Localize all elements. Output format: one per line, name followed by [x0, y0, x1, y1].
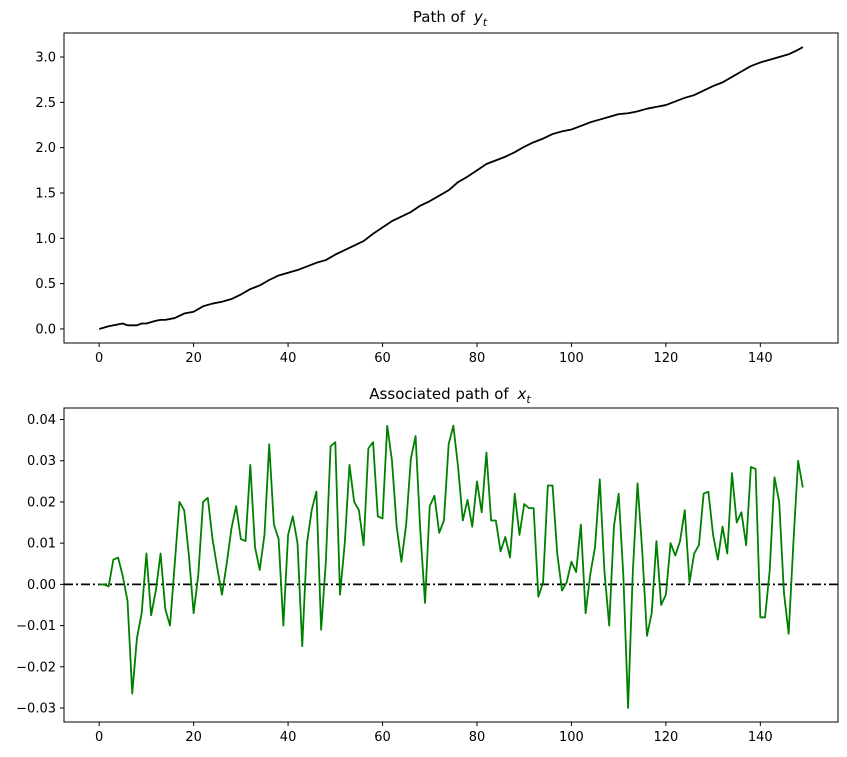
bottom-series-line [99, 424, 804, 709]
bottom-x-tick-label: 60 [374, 730, 391, 745]
bottom-x-tick-label: 120 [653, 730, 678, 745]
top-y-tick-label: 3.0 [35, 51, 56, 66]
top-x-tick-label: 40 [280, 351, 297, 366]
bottom-x-tick-label: 80 [469, 730, 486, 745]
top-chart-title-symbol: y [473, 8, 484, 26]
top-y-tick-label: 1.5 [35, 186, 56, 201]
top-y-tick-label: 2.5 [35, 96, 56, 111]
bottom-chart-title: Associated path of xt [369, 385, 531, 406]
bottom-y-tick-label: −0.02 [16, 660, 56, 675]
top-axes-frame [63, 32, 839, 344]
top-series-line [98, 46, 804, 330]
top-x-tick-label: 0 [95, 351, 103, 366]
top-x-tick-label: 80 [469, 351, 486, 366]
bottom-x-tick-label: 0 [95, 730, 103, 745]
bottom-y-tick-label: 0.01 [27, 537, 56, 552]
top-chart-title-subscript: t [483, 16, 488, 29]
top-x-tick-label: 140 [748, 351, 773, 366]
bottom-x-tick-label: 20 [185, 730, 202, 745]
top-y-tick-label: 0.5 [35, 277, 56, 292]
bottom-chart-x-path: Associated path of xt 0 20 40 60 80 100 120 140… [16, 385, 839, 745]
bottom-x-tick-label: 140 [748, 730, 773, 745]
top-chart-title: Path of yt [413, 8, 488, 29]
bottom-y-tick-label: 0.04 [27, 413, 56, 428]
bottom-y-tick-label: −0.01 [16, 619, 56, 634]
top-x-tick-label: 100 [559, 351, 584, 366]
bottom-y-tick-label: −0.03 [16, 701, 56, 716]
bottom-y-tick-label: 0.00 [27, 578, 56, 593]
bottom-x-tick-label: 40 [280, 730, 297, 745]
top-x-tick-label: 20 [185, 351, 202, 366]
top-y-tick-label: 0.0 [35, 322, 56, 337]
top-y-tick-label: 1.0 [35, 232, 56, 247]
bottom-y-tick-label: 0.02 [27, 495, 56, 510]
top-y-tick-label: 2.0 [35, 141, 56, 156]
bottom-chart-title-subscript: t [526, 393, 531, 406]
bottom-x-tick-label: 100 [559, 730, 584, 745]
top-x-tick-label: 120 [653, 351, 678, 366]
top-chart-y-path: Path of yt 0 20 40 60 80 100 120 140 0.0 0.5 1.0 1.… [35, 8, 839, 366]
bottom-chart-title-symbol: x [516, 385, 526, 403]
bottom-axes-frame [63, 407, 839, 723]
bottom-y-tick-label: 0.03 [27, 454, 56, 469]
top-x-tick-label: 60 [374, 351, 391, 366]
